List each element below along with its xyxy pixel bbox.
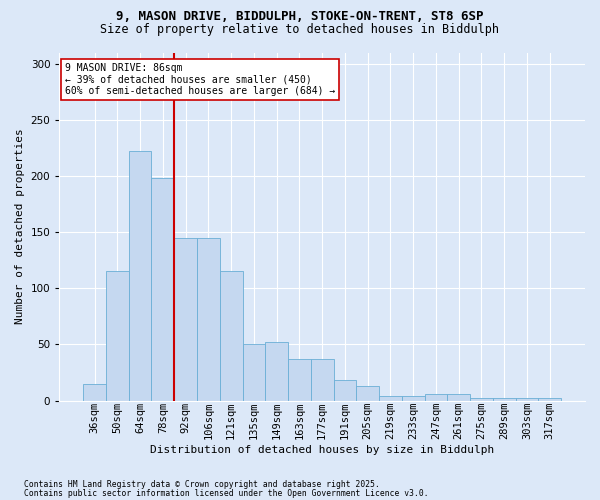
Bar <box>402 396 425 400</box>
Text: Size of property relative to detached houses in Biddulph: Size of property relative to detached ho… <box>101 22 499 36</box>
Text: Contains HM Land Registry data © Crown copyright and database right 2025.: Contains HM Land Registry data © Crown c… <box>24 480 380 489</box>
Bar <box>288 359 311 401</box>
Bar <box>379 396 402 400</box>
Bar <box>129 152 151 400</box>
X-axis label: Distribution of detached houses by size in Biddulph: Distribution of detached houses by size … <box>150 445 494 455</box>
Bar <box>220 272 242 400</box>
Bar <box>242 344 265 401</box>
Bar <box>334 380 356 400</box>
Bar <box>265 342 288 400</box>
Bar <box>470 398 493 400</box>
Bar <box>174 238 197 400</box>
Bar <box>515 398 538 400</box>
Text: Contains public sector information licensed under the Open Government Licence v3: Contains public sector information licen… <box>24 488 428 498</box>
Text: 9, MASON DRIVE, BIDDULPH, STOKE-ON-TRENT, ST8 6SP: 9, MASON DRIVE, BIDDULPH, STOKE-ON-TRENT… <box>116 10 484 23</box>
Bar <box>106 272 129 400</box>
Bar <box>151 178 174 400</box>
Y-axis label: Number of detached properties: Number of detached properties <box>15 128 25 324</box>
Bar <box>538 398 561 400</box>
Bar <box>493 398 515 400</box>
Bar <box>83 384 106 400</box>
Bar <box>448 394 470 400</box>
Bar <box>311 359 334 401</box>
Bar <box>356 386 379 400</box>
Text: 9 MASON DRIVE: 86sqm
← 39% of detached houses are smaller (450)
60% of semi-deta: 9 MASON DRIVE: 86sqm ← 39% of detached h… <box>65 63 335 96</box>
Bar <box>425 394 448 400</box>
Bar <box>197 238 220 400</box>
